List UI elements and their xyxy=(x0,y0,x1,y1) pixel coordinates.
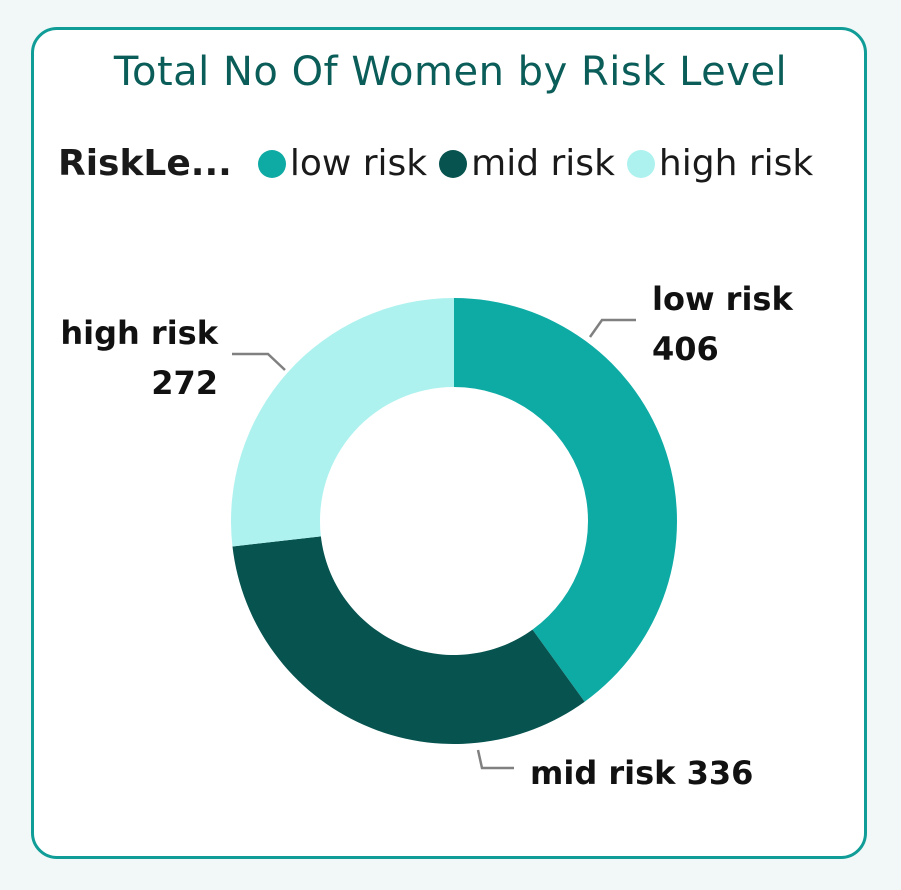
data-label-high-risk-name: high risk xyxy=(60,314,218,352)
legend-label: high risk xyxy=(658,143,814,184)
data-label-low-risk-value: 406 xyxy=(652,330,719,368)
chart-title: Total No Of Women by Risk Level xyxy=(113,49,788,95)
legend-label: mid risk xyxy=(471,143,615,184)
slice-labels: low risk 406 mid risk 336 high risk 272 xyxy=(60,280,793,792)
leader-lines xyxy=(232,318,636,770)
legend-label: low risk xyxy=(289,143,428,184)
legend-marker xyxy=(439,149,468,178)
leader-line-low-risk xyxy=(588,318,636,338)
legend: RiskLe... low risk mid risk high risk xyxy=(58,143,825,184)
legend-title: RiskLe... xyxy=(58,143,232,184)
slice-low-risk[interactable] xyxy=(454,298,677,702)
legend-marker xyxy=(257,149,286,178)
leader-line-high-risk xyxy=(232,352,286,371)
slice-high-risk[interactable] xyxy=(230,298,454,547)
slice-mid-risk[interactable] xyxy=(232,536,585,744)
leader-line-mid-risk xyxy=(476,749,514,770)
legend-item-high-risk[interactable]: high risk xyxy=(626,143,814,184)
data-label-high-risk-value: 272 xyxy=(151,364,218,402)
legend-item-mid-risk[interactable]: mid risk xyxy=(439,143,615,184)
legend-item-low-risk[interactable]: low risk xyxy=(257,143,428,184)
data-label-mid-risk: mid risk 336 xyxy=(530,754,753,792)
legend-marker xyxy=(626,149,655,178)
donut-slices xyxy=(230,298,677,744)
data-label-low-risk-name: low risk xyxy=(652,280,793,318)
